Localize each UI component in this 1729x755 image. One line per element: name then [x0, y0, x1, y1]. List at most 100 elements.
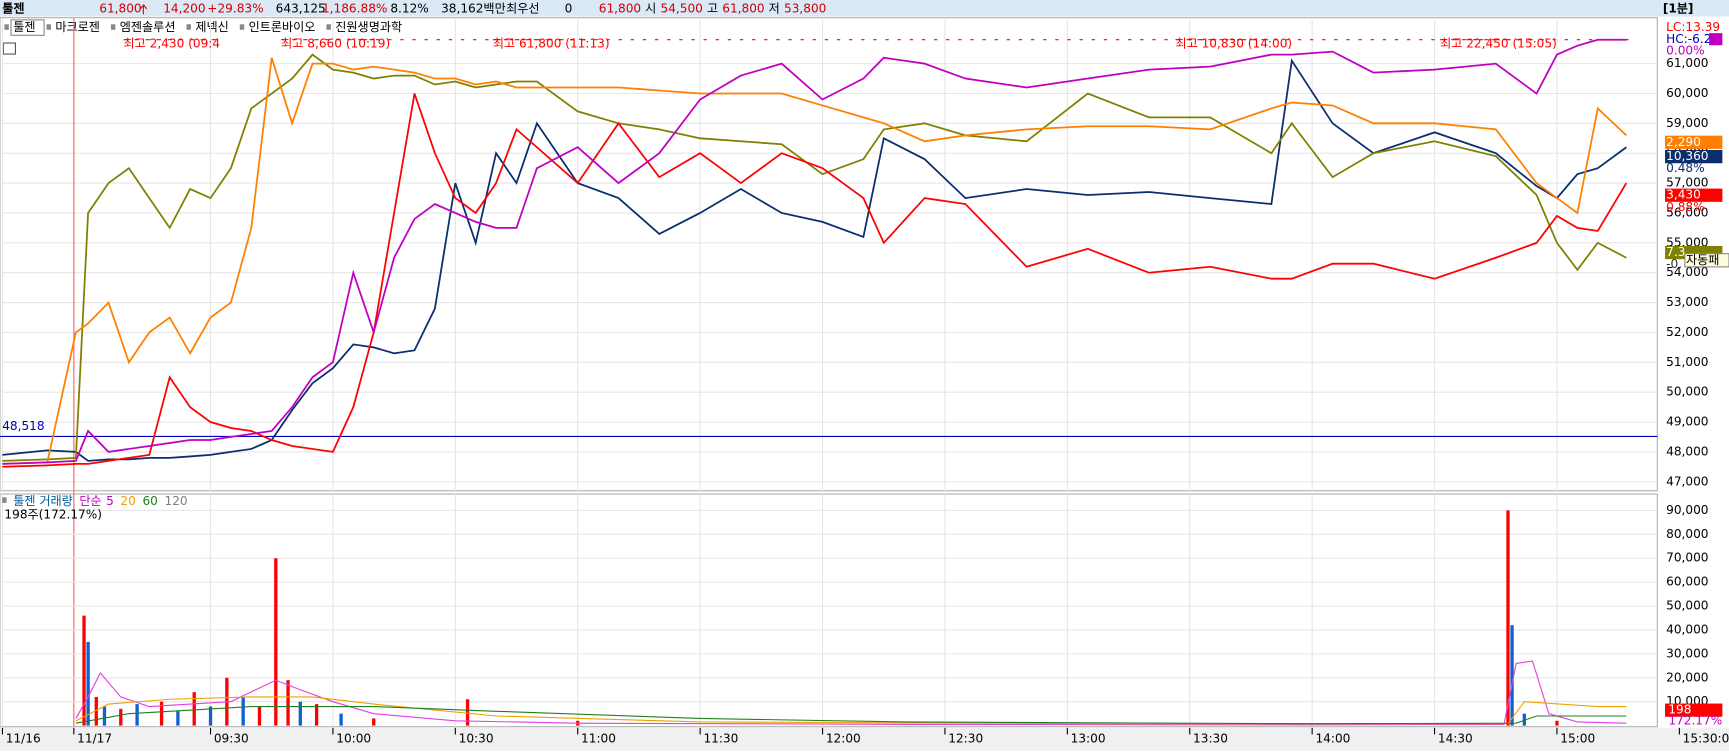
high-annotation: 최고 8,660 (10:19)	[281, 37, 390, 51]
x-tick-label: 14:00	[1315, 731, 1350, 745]
price-pane	[0, 17, 1658, 492]
side-label-bg	[1665, 188, 1723, 202]
y-tick-label: 30,000	[1666, 646, 1708, 660]
high-annotation: 최고 22,450 (15:05)	[1440, 37, 1557, 51]
header-turnover: 8.12%	[390, 1, 428, 15]
ma-period: 120	[165, 494, 188, 508]
side-label: 0.48%	[1666, 161, 1704, 175]
volume-summary: 198주(172.17%)	[4, 507, 102, 521]
tab-marker	[110, 24, 116, 30]
tab[interactable]: 인트론바이오	[249, 20, 316, 34]
volume-bar	[1510, 625, 1514, 726]
side-label-bg	[1684, 253, 1729, 268]
header-price: 61,800	[99, 1, 141, 15]
side-label: 자동패	[1686, 253, 1719, 267]
tab-marker	[239, 24, 245, 30]
x-tick-label: 11:30	[703, 731, 738, 745]
volume-bar	[135, 704, 139, 726]
up-arrow	[139, 4, 148, 15]
header-period: [1분]	[1663, 1, 1694, 15]
side-label-bg	[1665, 150, 1723, 164]
ma-period: 5	[106, 494, 114, 508]
x-tick-label: 10:30	[459, 731, 494, 745]
side-label: 0.88%	[1666, 200, 1704, 214]
y-tick-label: 50,000	[1666, 385, 1708, 399]
y-tick-label: 61,000	[1666, 56, 1708, 70]
y-tick-label: 80,000	[1666, 527, 1708, 541]
volume-pane	[0, 493, 1658, 728]
volume-bar	[339, 713, 343, 726]
side-label: LC:13.39	[1666, 20, 1720, 34]
volume-bar	[314, 704, 319, 726]
side-label: 0.00%	[1666, 43, 1704, 57]
header-high: 61,800	[722, 1, 764, 15]
volume-bar	[286, 680, 290, 726]
volume-bar	[176, 711, 180, 726]
side-label: 10,360	[1666, 149, 1708, 163]
high-annotation: 최고 61,800 (11:13)	[493, 37, 610, 51]
tab[interactable]: 툴젠	[13, 20, 35, 34]
reference-label: 48,518	[2, 419, 44, 433]
tab[interactable]: 엠젠솔루션	[120, 20, 176, 34]
y-tick-label: 51,000	[1666, 355, 1708, 369]
volume-bar	[119, 708, 123, 726]
moving-average	[75, 660, 1627, 726]
side-label: 172.17%	[1668, 714, 1722, 728]
high-annotation: 최고 10,830 (14:00)	[1175, 37, 1292, 51]
tab-marker	[326, 24, 331, 30]
tab-marker	[186, 24, 191, 30]
volume-bar	[1555, 720, 1559, 726]
header-best_label: 최우선	[506, 1, 539, 15]
x-tick-label: 13:00	[1071, 731, 1106, 745]
y-tick-label: 59,000	[1666, 116, 1708, 130]
volume-bar	[82, 615, 86, 726]
color-swatch	[1709, 33, 1723, 46]
y-tick-label: 60,000	[1666, 86, 1708, 100]
header-open: 54,500	[661, 1, 703, 15]
volume-bar	[241, 696, 245, 726]
volume-bar	[274, 558, 278, 726]
header-open_label: 시	[645, 1, 656, 15]
tab[interactable]: 제넥신	[195, 20, 228, 34]
ma-period: 20	[120, 494, 135, 508]
high-annotation: 최고 2,430 (09:4	[124, 37, 221, 51]
price-line	[2, 93, 1628, 468]
grid-icon[interactable]	[2, 42, 16, 55]
y-tick-label: 48,000	[1666, 444, 1708, 458]
side-label-bg	[1665, 703, 1723, 717]
volume-bar	[192, 692, 196, 726]
header-low_label: 저	[769, 1, 780, 15]
volume-bar	[465, 699, 470, 726]
volume-bar	[86, 641, 90, 726]
pane-marker	[2, 497, 7, 503]
header-change: 14,200	[163, 1, 205, 15]
volume-bar	[372, 718, 376, 726]
price-line	[2, 38, 1627, 465]
header-amount: 38,162백만	[441, 1, 506, 15]
x-tick-label: 15:30:00	[1683, 731, 1729, 745]
side-label: 198	[1668, 703, 1691, 717]
price-line	[2, 53, 1627, 462]
volume-bar	[298, 701, 302, 726]
y-tick-label: 90,000	[1666, 503, 1708, 517]
header-volume_pct: 1,186.88%	[322, 1, 387, 15]
x-tick-label: 12:00	[826, 731, 861, 745]
y-tick-label: 55,000	[1666, 235, 1708, 249]
y-tick-label: 52,000	[1666, 325, 1708, 339]
ma-label: 단순	[79, 494, 101, 508]
price-line	[2, 57, 1627, 465]
y-tick-label: 56,000	[1666, 205, 1708, 219]
header-change_pct: +29.83%	[207, 1, 263, 15]
header-best_price: 61,800	[599, 1, 641, 15]
x-tick-label: 09:30	[214, 731, 249, 745]
side-label: -0.	[1666, 257, 1682, 271]
side-label: HC:-6.28	[1666, 32, 1719, 46]
ma-period: 60	[142, 494, 157, 508]
tab[interactable]: 진원생명과학	[335, 20, 402, 34]
volume-bar	[94, 696, 98, 726]
x-tick-label: 11:00	[581, 731, 616, 745]
tab[interactable]: 마크로젠	[55, 20, 100, 34]
volume-title: 툴젠 거래량	[13, 494, 73, 508]
y-tick-label: 57,000	[1666, 176, 1708, 190]
